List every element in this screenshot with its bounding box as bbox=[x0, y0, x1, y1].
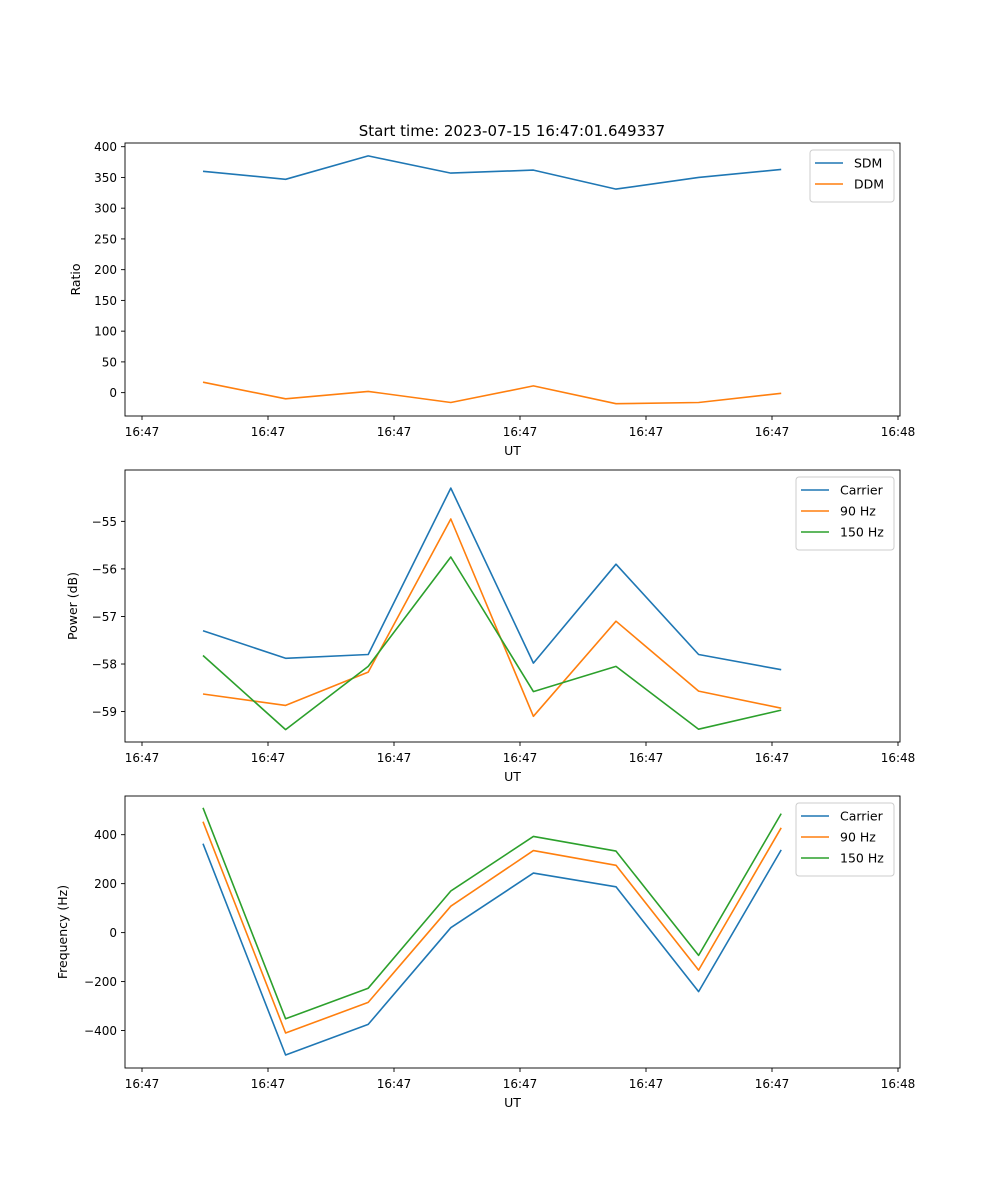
x-axis-label: UT bbox=[504, 1095, 521, 1110]
figure-title: Start time: 2023-07-15 16:47:01.649337 bbox=[359, 122, 665, 140]
x-tick-label: 16:48 bbox=[881, 1077, 916, 1091]
x-tick-label: 16:47 bbox=[755, 751, 790, 765]
y-axis-label: Ratio bbox=[68, 263, 83, 295]
x-tick-label: 16:47 bbox=[125, 1077, 160, 1091]
axes-frame bbox=[124, 469, 901, 743]
y-axis-label: Frequency (Hz) bbox=[55, 885, 70, 979]
axes-frame bbox=[124, 795, 901, 1069]
x-tick-label: 16:47 bbox=[629, 425, 664, 439]
x-tick-label: 16:47 bbox=[251, 425, 286, 439]
y-tick-label: 400 bbox=[94, 140, 117, 154]
legend-label: Carrier bbox=[840, 809, 884, 824]
y-tick-label: −58 bbox=[92, 658, 117, 672]
x-tick-label: 16:47 bbox=[755, 425, 790, 439]
x-tick-label: 16:48 bbox=[881, 425, 916, 439]
y-tick-label: −59 bbox=[92, 705, 117, 719]
chart-panel-1: 16:47 16:47 16:47 16:47 16:47 16:47 16:48 0 50 10… bbox=[68, 140, 915, 458]
y-tick-label: −56 bbox=[92, 562, 117, 576]
series-line-carrier bbox=[202, 487, 782, 671]
series-line-150-hz bbox=[202, 807, 782, 1020]
axes-frame bbox=[124, 142, 901, 417]
x-tick-label: 16:47 bbox=[503, 1077, 538, 1091]
y-tick-label: 200 bbox=[94, 877, 117, 891]
legend-label: Carrier bbox=[840, 483, 884, 498]
series-line-sdm bbox=[202, 155, 782, 190]
chart-panel-3: 16:47 16:47 16:47 16:47 16:47 16:47 16:48 −400 −… bbox=[55, 795, 916, 1110]
series-line-90-hz bbox=[202, 518, 782, 718]
y-tick-label: 150 bbox=[94, 294, 117, 308]
legend: Carrier 90 Hz 150 Hz bbox=[795, 476, 895, 551]
y-tick-label: 300 bbox=[94, 202, 117, 216]
series-line-90-hz bbox=[202, 821, 782, 1034]
x-tick-label: 16:47 bbox=[503, 425, 538, 439]
legend-label: 150 Hz bbox=[840, 525, 884, 540]
legend-label: SDM bbox=[854, 156, 882, 171]
x-tick-label: 16:47 bbox=[377, 751, 412, 765]
legend-label: 90 Hz bbox=[840, 830, 876, 845]
series-line-150-hz bbox=[202, 556, 782, 731]
y-tick-label: 0 bbox=[109, 386, 117, 400]
x-tick-label: 16:47 bbox=[503, 751, 538, 765]
chart-panel-2: 16:47 16:47 16:47 16:47 16:47 16:47 16:48 −59 −5… bbox=[65, 469, 916, 784]
y-tick-label: −57 bbox=[92, 610, 117, 624]
x-tick-label: 16:47 bbox=[251, 1077, 286, 1091]
x-tick-label: 16:47 bbox=[377, 1077, 412, 1091]
legend-label: 150 Hz bbox=[840, 851, 884, 866]
x-tick-label: 16:47 bbox=[251, 751, 286, 765]
y-tick-label: 0 bbox=[109, 926, 117, 940]
legend-label: DDM bbox=[854, 177, 884, 192]
y-tick-label: 50 bbox=[102, 355, 117, 369]
series-line-carrier bbox=[202, 843, 782, 1056]
x-tick-label: 16:47 bbox=[125, 425, 160, 439]
series-line-ddm bbox=[202, 381, 782, 405]
y-axis-label: Power (dB) bbox=[65, 572, 80, 640]
x-tick-label: 16:47 bbox=[629, 1077, 664, 1091]
y-tick-label: −400 bbox=[84, 1024, 117, 1038]
x-tick-label: 16:48 bbox=[881, 751, 916, 765]
y-tick-label: −55 bbox=[92, 515, 117, 529]
x-axis-label: UT bbox=[504, 443, 521, 458]
x-axis-label: UT bbox=[504, 769, 521, 784]
x-tick-label: 16:47 bbox=[125, 751, 160, 765]
x-tick-label: 16:47 bbox=[629, 751, 664, 765]
legend-label: 90 Hz bbox=[840, 504, 876, 519]
x-tick-label: 16:47 bbox=[755, 1077, 790, 1091]
legend: SDM DDM bbox=[809, 149, 895, 203]
y-tick-label: 400 bbox=[94, 828, 117, 842]
y-tick-label: 350 bbox=[94, 171, 117, 185]
y-tick-label: 100 bbox=[94, 325, 117, 339]
y-tick-label: 250 bbox=[94, 232, 117, 246]
legend: Carrier 90 Hz 150 Hz bbox=[795, 802, 895, 877]
y-tick-label: −200 bbox=[84, 975, 117, 989]
x-tick-label: 16:47 bbox=[377, 425, 412, 439]
y-tick-label: 200 bbox=[94, 263, 117, 277]
